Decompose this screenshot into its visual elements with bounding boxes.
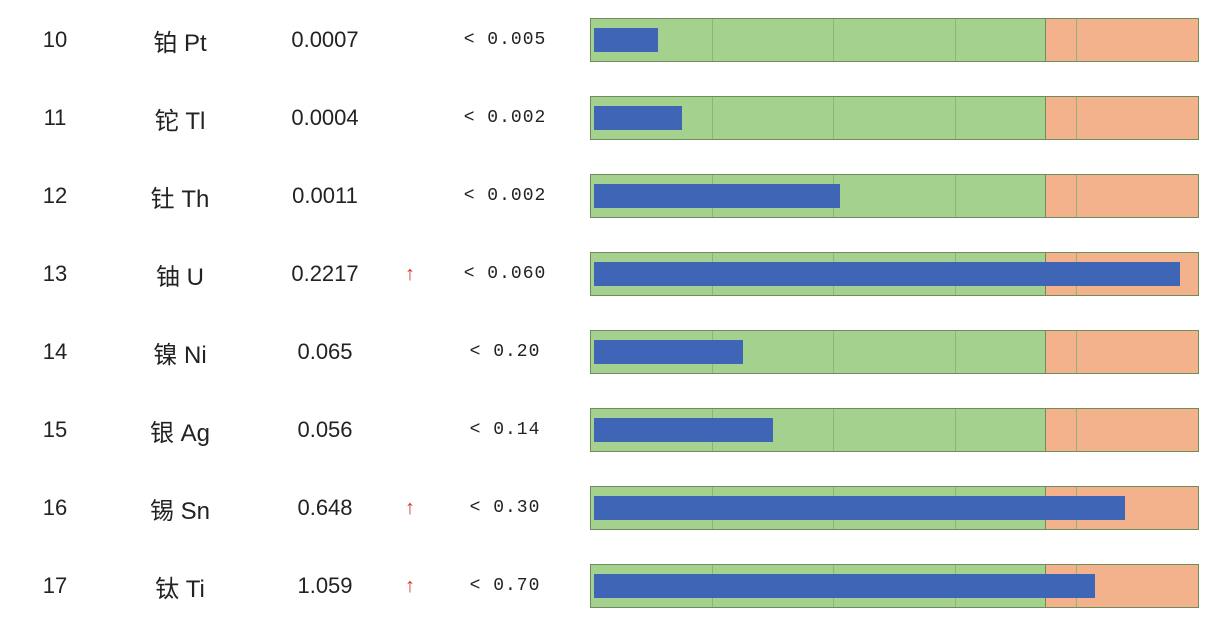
measured-value: 0.648: [260, 495, 390, 521]
value-bar: [594, 106, 682, 130]
row-index: 13: [10, 261, 100, 287]
elevated-zone: [1046, 175, 1198, 217]
elevated-zone: [1046, 409, 1198, 451]
element-name: 锡 Sn: [100, 491, 260, 526]
value-bar: [594, 340, 743, 364]
bar-chart-cell: [590, 18, 1199, 62]
element-analysis-table: 10铂 Pt0.0007< 0.00511铊 Tl0.0004< 0.00212…: [0, 0, 1219, 638]
measured-value: 0.2217: [260, 261, 390, 287]
reference-range: < 0.14: [430, 420, 580, 440]
bar-chart-cell: [590, 174, 1199, 218]
measured-value: 0.0004: [260, 105, 390, 131]
elevated-zone: [1046, 97, 1198, 139]
row-index: 12: [10, 183, 100, 209]
bar-chart: [590, 408, 1199, 452]
reference-range: < 0.005: [430, 30, 580, 50]
measured-value: 0.0007: [260, 27, 390, 53]
reference-range: < 0.30: [430, 498, 580, 518]
bar-chart: [590, 96, 1199, 140]
value-bar: [594, 496, 1125, 520]
bar-chart-cell: [590, 486, 1199, 530]
reference-range: < 0.002: [430, 186, 580, 206]
table-row: 11铊 Tl0.0004 < 0.002: [10, 86, 1209, 150]
table-row: 10铂 Pt0.0007 < 0.005: [10, 8, 1209, 72]
arrow-up-icon: ↑: [390, 497, 430, 520]
row-index: 14: [10, 339, 100, 365]
table-row: 17钛 Ti1.059↑< 0.70: [10, 554, 1209, 618]
reference-range: < 0.70: [430, 576, 580, 596]
bar-chart-cell: [590, 330, 1199, 374]
bar-chart: [590, 564, 1199, 608]
table-row: 15银 Ag0.056 < 0.14: [10, 398, 1209, 462]
element-name: 镍 Ni: [100, 335, 260, 370]
bar-chart: [590, 174, 1199, 218]
value-bar: [594, 28, 658, 52]
measured-value: 0.056: [260, 417, 390, 443]
row-index: 11: [10, 105, 100, 131]
value-bar: [594, 262, 1180, 286]
elevated-zone: [1046, 331, 1198, 373]
bar-chart: [590, 330, 1199, 374]
element-name: 钍 Th: [100, 179, 260, 214]
arrow-up-icon: ↑: [390, 575, 430, 598]
measured-value: 0.065: [260, 339, 390, 365]
bar-chart-cell: [590, 96, 1199, 140]
arrow-up-icon: ↑: [390, 263, 430, 286]
table-row: 12钍 Th0.0011 < 0.002: [10, 164, 1209, 228]
bar-chart-cell: [590, 252, 1199, 296]
element-name: 铀 U: [100, 257, 260, 292]
row-index: 15: [10, 417, 100, 443]
row-index: 17: [10, 573, 100, 599]
value-bar: [594, 184, 840, 208]
table-row: 14镍 Ni0.065 < 0.20: [10, 320, 1209, 384]
element-name: 钛 Ti: [100, 569, 260, 604]
element-name: 铂 Pt: [100, 23, 260, 58]
row-index: 16: [10, 495, 100, 521]
element-name: 铊 Tl: [100, 101, 260, 136]
row-index: 10: [10, 27, 100, 53]
normal-zone: [591, 19, 1046, 61]
value-bar: [594, 418, 773, 442]
value-bar: [594, 574, 1095, 598]
bar-chart-cell: [590, 564, 1199, 608]
reference-range: < 0.060: [430, 264, 580, 284]
measured-value: 0.0011: [260, 183, 390, 209]
elevated-zone: [1046, 19, 1198, 61]
bar-chart: [590, 18, 1199, 62]
table-row: 13铀 U0.2217↑< 0.060: [10, 242, 1209, 306]
measured-value: 1.059: [260, 573, 390, 599]
reference-range: < 0.20: [430, 342, 580, 362]
bar-chart: [590, 252, 1199, 296]
bar-chart: [590, 486, 1199, 530]
element-name: 银 Ag: [100, 413, 260, 448]
reference-range: < 0.002: [430, 108, 580, 128]
table-row: 16锡 Sn0.648↑< 0.30: [10, 476, 1209, 540]
bar-chart-cell: [590, 408, 1199, 452]
